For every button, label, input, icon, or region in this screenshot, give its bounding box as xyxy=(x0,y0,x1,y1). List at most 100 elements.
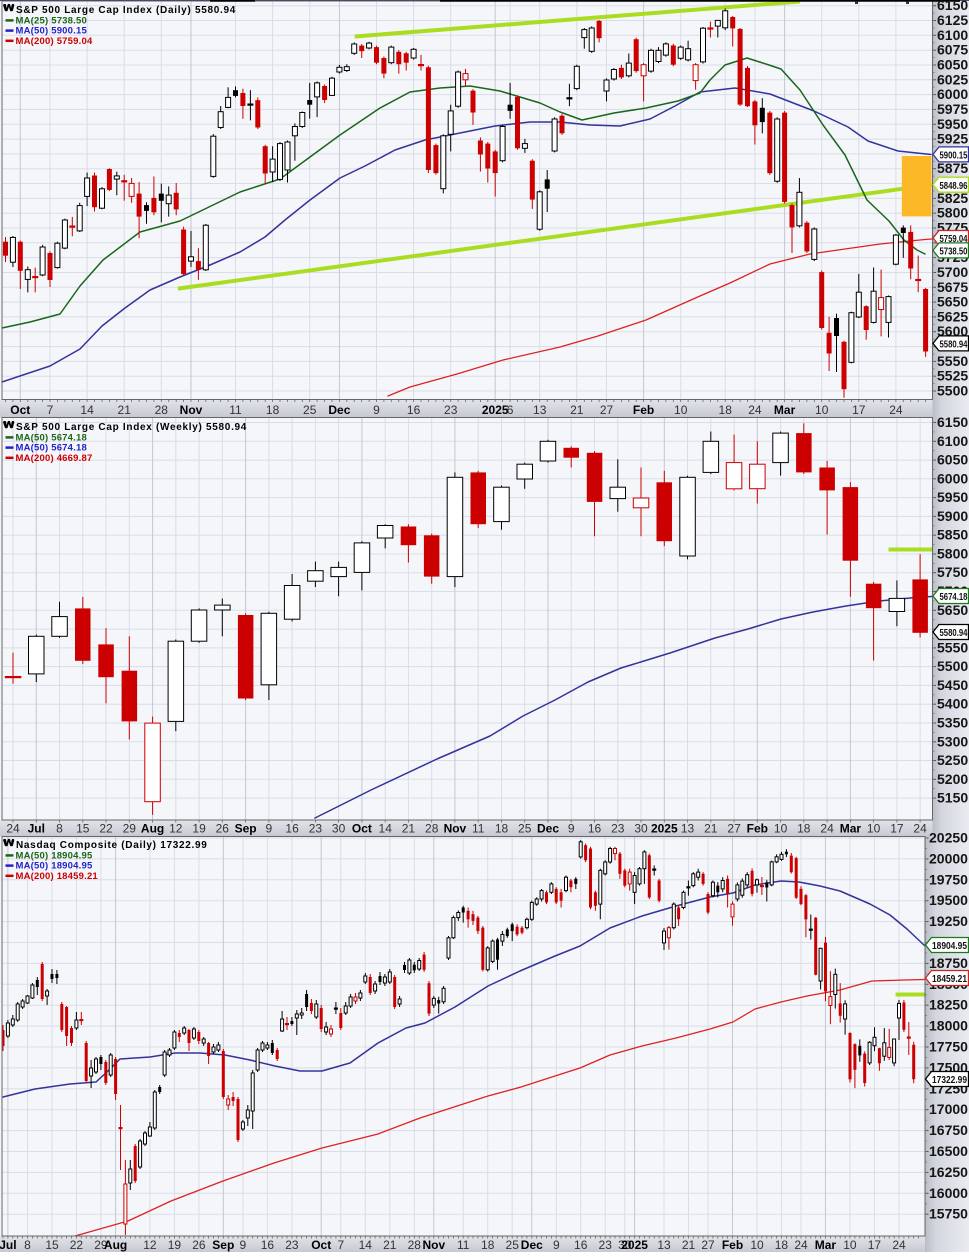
svg-text:5550: 5550 xyxy=(937,353,968,369)
svg-text:18750: 18750 xyxy=(929,955,968,971)
svg-text:5925: 5925 xyxy=(937,131,968,147)
svg-text:6025: 6025 xyxy=(937,71,968,87)
svg-text:S&P 500 Large Cap Index (Daily: S&P 500 Large Cap Index (Daily) 5580.94 xyxy=(16,5,236,16)
svg-text:8: 8 xyxy=(24,1238,31,1252)
svg-text:11: 11 xyxy=(229,403,242,417)
svg-text:27: 27 xyxy=(727,822,741,836)
svg-text:19500: 19500 xyxy=(929,892,968,908)
svg-text:16: 16 xyxy=(588,822,602,836)
svg-text:13: 13 xyxy=(657,1238,671,1252)
svg-text:6: 6 xyxy=(507,403,514,417)
svg-text:18: 18 xyxy=(481,1238,495,1252)
svg-text:Oct: Oct xyxy=(10,403,30,417)
svg-text:28: 28 xyxy=(425,822,439,836)
svg-text:5900: 5900 xyxy=(937,508,968,524)
svg-text:12: 12 xyxy=(169,822,183,836)
svg-text:16: 16 xyxy=(285,822,299,836)
svg-text:9: 9 xyxy=(373,403,380,417)
svg-text:Feb: Feb xyxy=(633,403,654,417)
svg-text:21: 21 xyxy=(118,403,132,417)
svg-text:5400: 5400 xyxy=(937,696,968,712)
svg-text:30: 30 xyxy=(332,822,346,836)
svg-text:Aug: Aug xyxy=(104,1238,127,1252)
svg-text:MA(200) 5759.04: MA(200) 5759.04 xyxy=(16,36,93,47)
svg-text:24: 24 xyxy=(748,403,762,417)
svg-text:5500: 5500 xyxy=(937,658,968,674)
svg-text:5650: 5650 xyxy=(937,294,968,310)
svg-text:21: 21 xyxy=(704,822,718,836)
svg-text:10: 10 xyxy=(815,403,829,417)
svg-text:18: 18 xyxy=(495,822,509,836)
svg-text:5675: 5675 xyxy=(937,279,968,295)
svg-text:19250: 19250 xyxy=(929,913,968,929)
svg-text:Jul: Jul xyxy=(28,822,45,836)
svg-text:28: 28 xyxy=(155,403,169,417)
svg-text:18000: 18000 xyxy=(929,1018,968,1034)
svg-text:5800: 5800 xyxy=(937,205,968,221)
svg-text:13: 13 xyxy=(681,822,695,836)
svg-text:6050: 6050 xyxy=(937,57,968,73)
svg-text:Dec: Dec xyxy=(328,403,350,417)
svg-text:18: 18 xyxy=(797,822,811,836)
svg-text:5525: 5525 xyxy=(937,368,968,384)
svg-text:5580.94: 5580.94 xyxy=(940,339,968,351)
svg-text:Nasdaq Composite (Daily) 17322: Nasdaq Composite (Daily) 17322.99 xyxy=(16,840,208,851)
svg-text:26: 26 xyxy=(192,1238,206,1252)
svg-text:18250: 18250 xyxy=(929,997,968,1013)
svg-text:2025: 2025 xyxy=(621,1238,648,1252)
svg-text:16: 16 xyxy=(574,1238,588,1252)
svg-text:6050: 6050 xyxy=(937,452,968,468)
svg-text:12: 12 xyxy=(143,1238,157,1252)
svg-text:5875: 5875 xyxy=(937,160,968,176)
svg-text:MA(200) 4669.87: MA(200) 4669.87 xyxy=(16,453,93,464)
svg-text:S&P 500 Large Cap Index (Weekl: S&P 500 Large Cap Index (Weekly) 5580.94 xyxy=(16,422,247,433)
svg-text:5850: 5850 xyxy=(937,527,968,543)
svg-text:24: 24 xyxy=(820,822,834,836)
svg-text:21: 21 xyxy=(570,403,584,417)
svg-text:23: 23 xyxy=(599,1238,613,1252)
svg-text:16750: 16750 xyxy=(929,1122,968,1138)
svg-text:11: 11 xyxy=(457,1238,470,1252)
svg-text:Feb: Feb xyxy=(747,822,768,836)
svg-text:15: 15 xyxy=(76,822,90,836)
svg-text:5550: 5550 xyxy=(937,639,968,655)
svg-text:5738.50: 5738.50 xyxy=(940,246,968,258)
svg-text:Feb: Feb xyxy=(722,1238,743,1252)
svg-text:6100: 6100 xyxy=(937,27,968,43)
svg-text:21: 21 xyxy=(682,1238,696,1252)
svg-text:5950: 5950 xyxy=(937,489,968,505)
svg-text:Mar: Mar xyxy=(815,1238,837,1252)
svg-text:20250: 20250 xyxy=(929,830,968,846)
svg-text:6075: 6075 xyxy=(937,42,968,58)
svg-text:5900.15: 5900.15 xyxy=(940,150,968,162)
svg-text:15750: 15750 xyxy=(929,1206,968,1222)
svg-text:2025: 2025 xyxy=(651,822,678,836)
svg-text:16000: 16000 xyxy=(929,1185,968,1201)
svg-text:22: 22 xyxy=(99,822,113,836)
svg-text:18: 18 xyxy=(775,1238,789,1252)
svg-text:18904.95: 18904.95 xyxy=(932,940,967,952)
svg-text:22: 22 xyxy=(70,1238,84,1252)
svg-text:24: 24 xyxy=(892,1238,906,1252)
svg-text:17: 17 xyxy=(890,822,904,836)
svg-text:14: 14 xyxy=(379,822,393,836)
svg-text:2025: 2025 xyxy=(482,403,509,417)
svg-text:11: 11 xyxy=(472,822,485,836)
svg-text:16: 16 xyxy=(407,403,421,417)
svg-text:6150: 6150 xyxy=(937,414,968,430)
svg-text:16500: 16500 xyxy=(929,1143,968,1159)
svg-text:7: 7 xyxy=(337,1238,344,1252)
svg-text:10: 10 xyxy=(774,822,788,836)
svg-text:5800: 5800 xyxy=(937,546,968,562)
svg-text:17000: 17000 xyxy=(929,1101,968,1117)
svg-text:5700: 5700 xyxy=(937,264,968,280)
svg-text:MA(200) 18459.21: MA(200) 18459.21 xyxy=(16,871,99,882)
svg-text:5625: 5625 xyxy=(937,308,968,324)
svg-text:16: 16 xyxy=(261,1238,275,1252)
svg-text:9: 9 xyxy=(568,822,575,836)
svg-text:Sep: Sep xyxy=(235,822,257,836)
svg-text:18: 18 xyxy=(266,403,280,417)
svg-text:5674.18: 5674.18 xyxy=(940,591,968,603)
svg-text:23: 23 xyxy=(285,1238,299,1252)
svg-text:5450: 5450 xyxy=(937,677,968,693)
